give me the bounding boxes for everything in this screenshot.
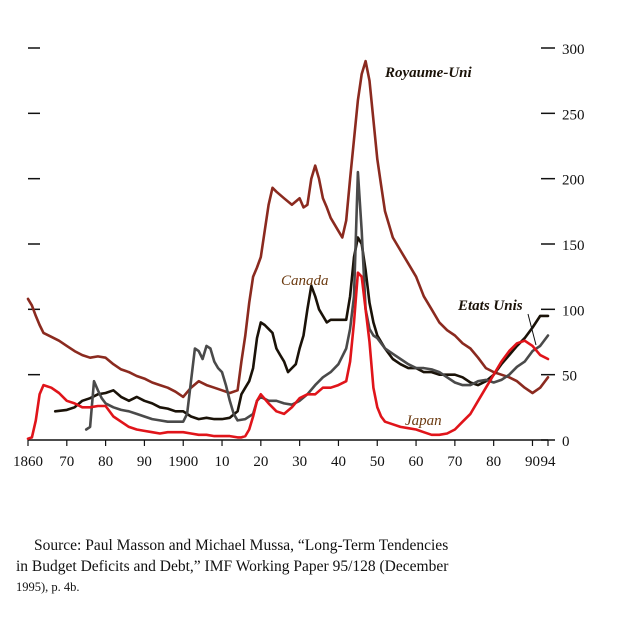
x-tick-label-13: 90 [525,454,540,470]
y-tick-label-0: 0 [562,434,570,450]
x-tick-label-1: 70 [59,454,74,470]
series-label-japan: Japan [405,413,442,429]
x-tick-label-7: 30 [292,454,307,470]
y-tick-label-4: 200 [562,173,585,189]
axes: 1860 70 80 90 1900 10 20 30 40 50 60 70 80 90 94050100… [13,42,585,470]
y-tick-label-6: 300 [562,42,585,58]
source-line-1: Source: Paul Masson and Michael Mussa, “… [34,537,449,554]
x-tick-label-5: 10 [215,454,230,470]
y-tick-label-5: 250 [562,107,585,123]
series-line-etats-unis [84,170,550,431]
y-tick-label-2: 100 [562,303,585,319]
x-tick-label-14: 94 [541,454,557,470]
series-label-canada: Canada [281,273,329,289]
x-tick-label-9: 50 [370,454,385,470]
series-layer [26,59,550,440]
x-tick-label-0: 1860 [13,454,43,470]
source-note: Source: Paul Masson and Michael Mussa, “… [16,535,616,598]
series-line-royaume-uni [26,59,550,399]
series-label-etats-unis: Etats Unis [457,298,523,314]
series-labels: Royaume-Uni Canada Etats Unis Japan [281,65,537,429]
x-tick-label-4: 1900 [168,454,198,470]
x-tick-label-8: 40 [331,454,346,470]
x-tick-label-12: 80 [486,454,501,470]
x-tick-label-6: 20 [253,454,268,470]
source-line-3: 1995), p. 4b. [16,580,80,594]
etats-unis-leader-line [527,313,537,346]
x-tick-label-10: 60 [409,454,424,470]
x-tick-label-3: 90 [137,454,152,470]
series-line-canada [53,236,550,421]
x-tick-label-2: 80 [98,454,113,470]
y-tick-label-3: 150 [562,238,585,254]
series-line-japan [26,271,550,440]
y-tick-label-1: 50 [562,369,577,385]
source-line-2: in Budget Deficits and Debt,” IMF Workin… [16,558,449,575]
x-tick-label-11: 70 [447,454,462,470]
series-label-royaume-uni: Royaume-Uni [384,65,473,81]
